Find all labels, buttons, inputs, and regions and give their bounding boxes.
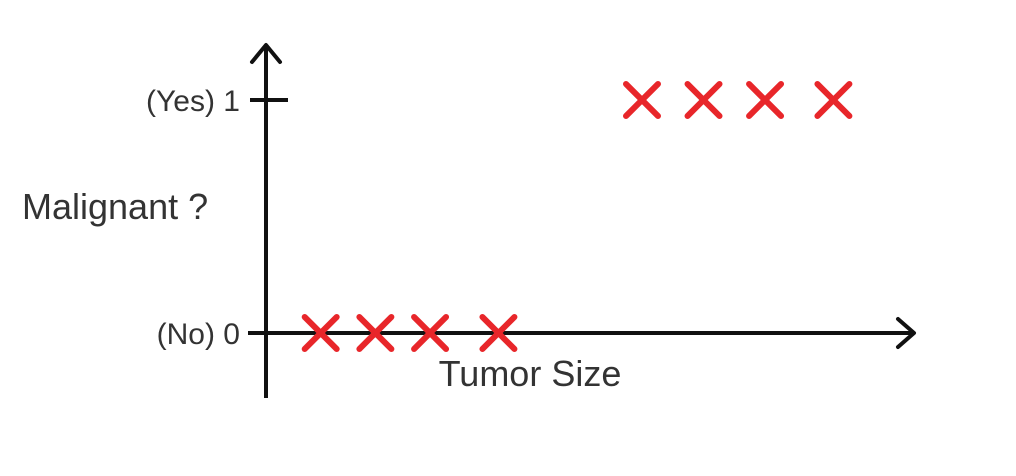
data-point-5: [684, 81, 723, 119]
data-point-7: [814, 81, 853, 119]
y-tick-label-1: (Yes) 1: [146, 85, 240, 118]
data-point-1: [356, 314, 395, 352]
data-point-3: [479, 314, 518, 352]
data-point-6: [746, 81, 785, 119]
data-point-0: [301, 314, 340, 352]
x-axis-arrow: [896, 317, 916, 349]
y-tick-label-0: (No) 0: [157, 318, 240, 351]
y-axis-label: Malignant ?: [22, 186, 208, 227]
data-point-2: [411, 314, 450, 352]
y-axis-arrow: [250, 43, 282, 64]
data-point-4: [623, 81, 661, 119]
data-points: [301, 81, 853, 352]
x-axis-label: Tumor Size: [439, 353, 622, 394]
